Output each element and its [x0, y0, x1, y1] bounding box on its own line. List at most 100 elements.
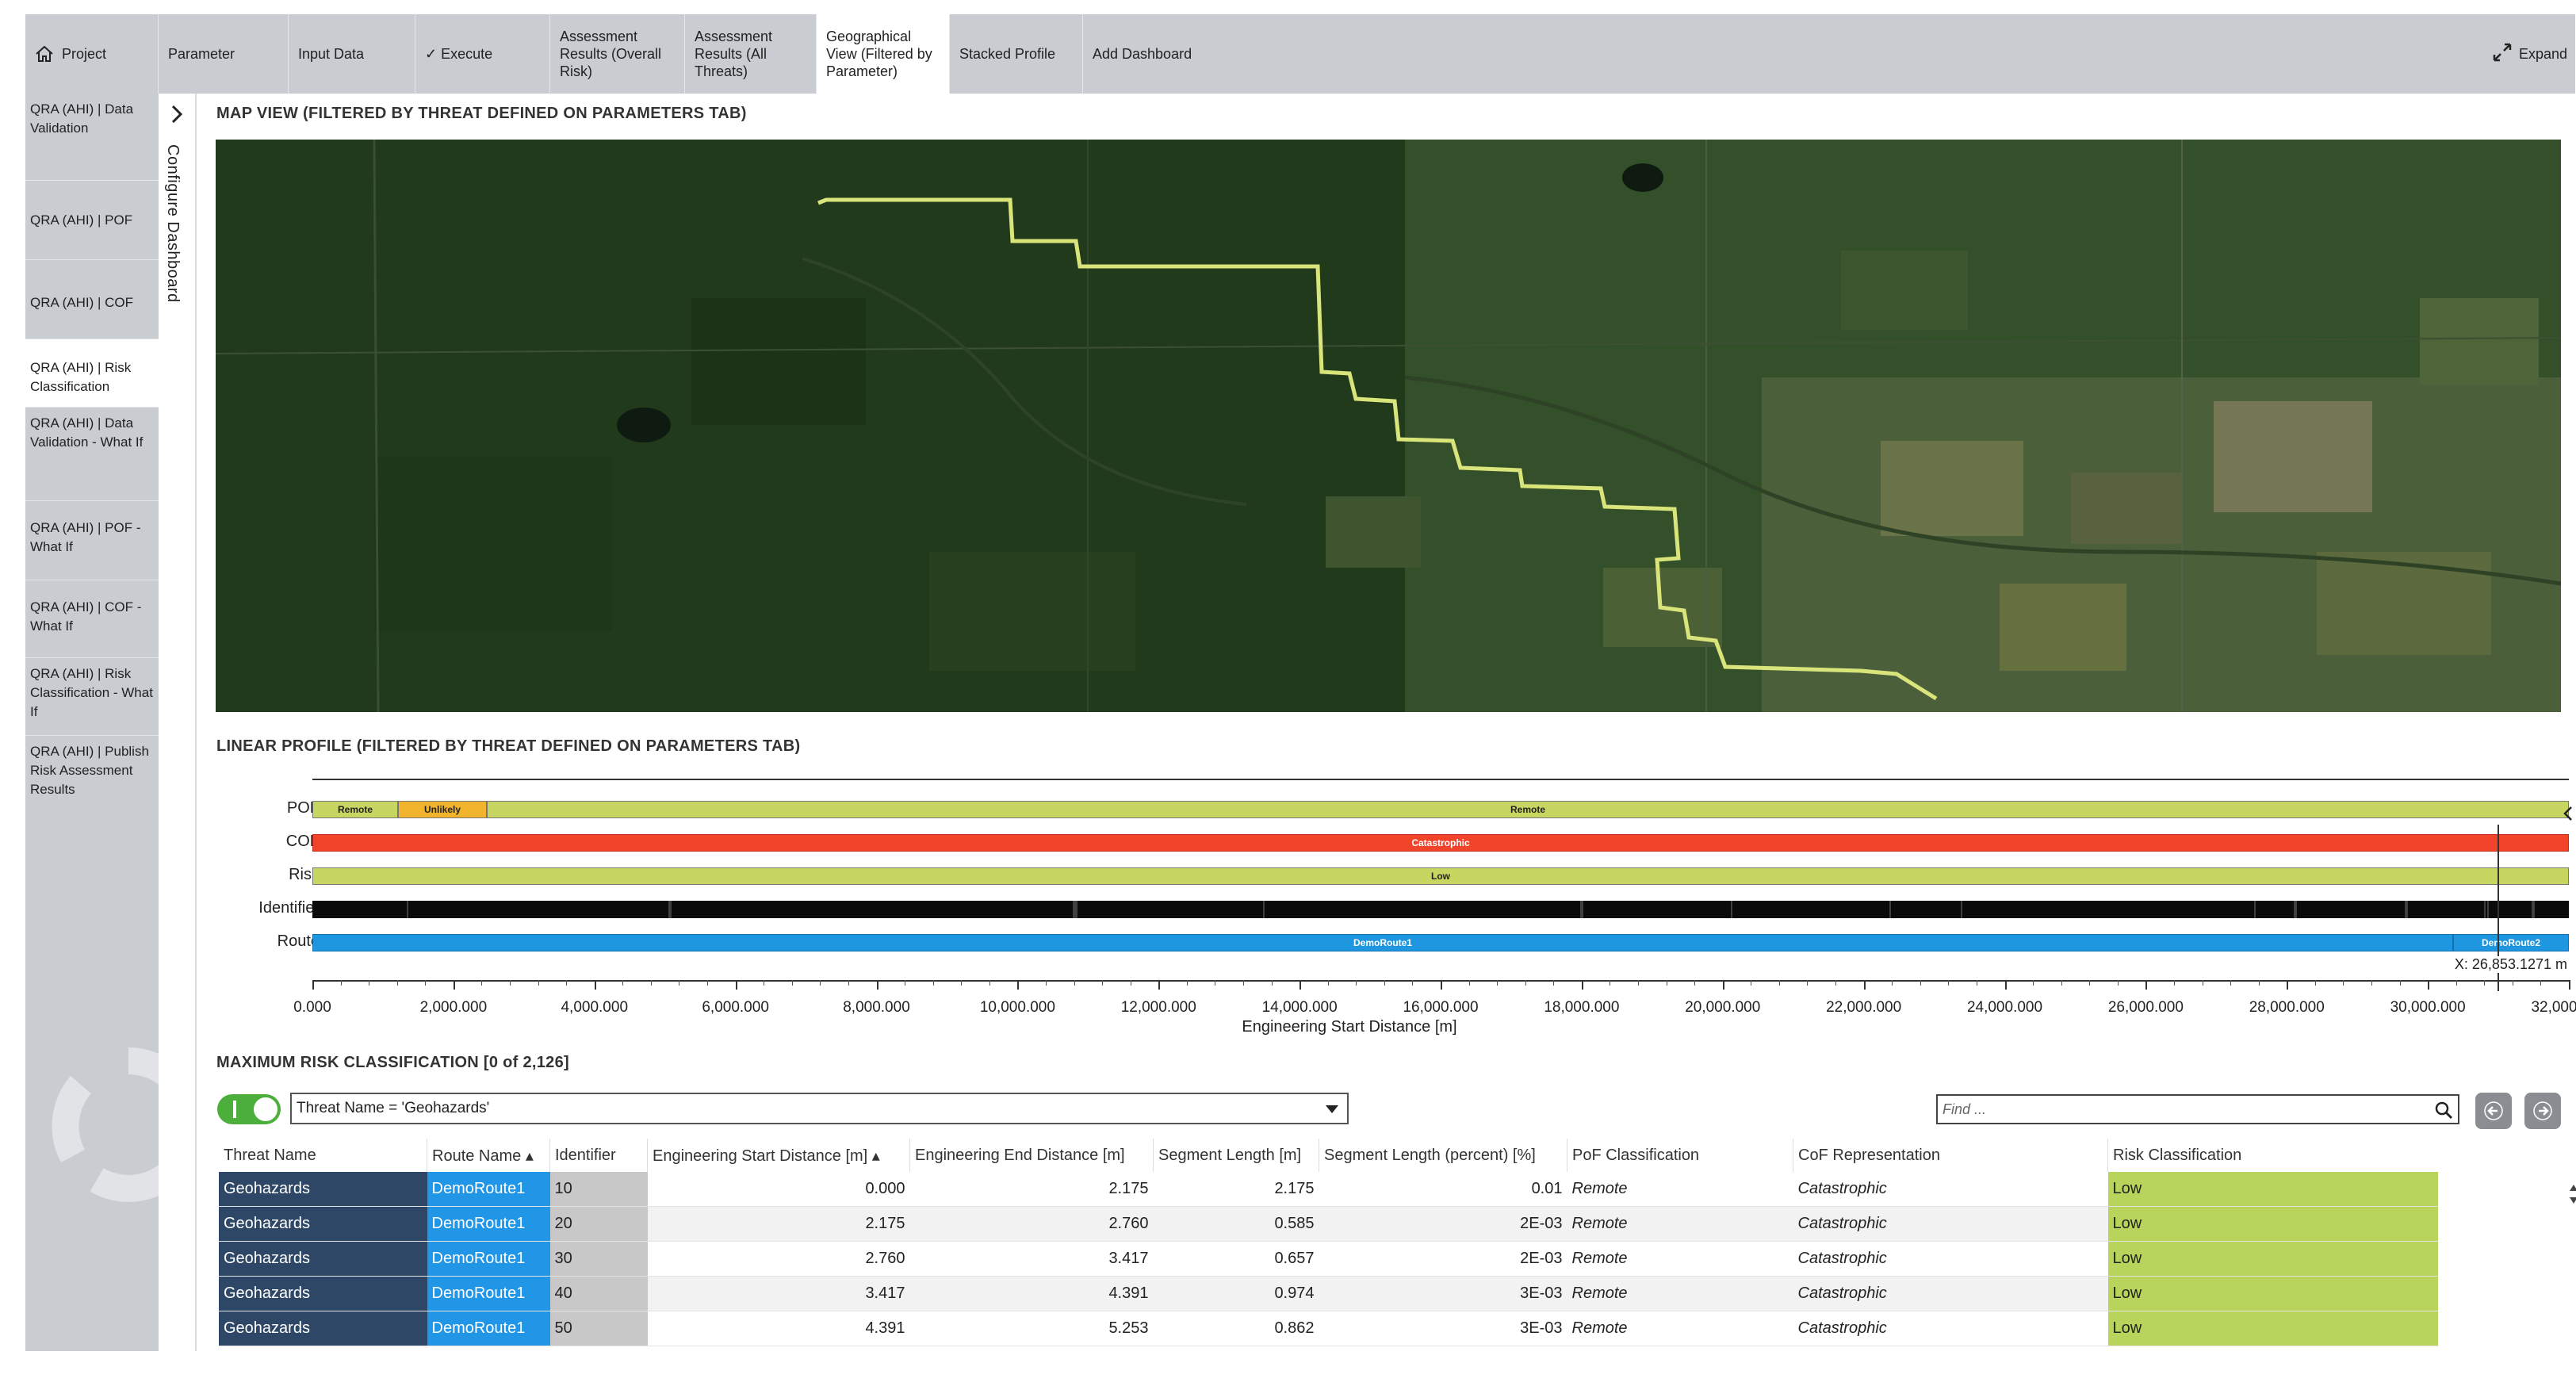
cell-pof-classification[interactable]: Remote [1567, 1172, 1793, 1207]
cell-risk-classification[interactable]: Low [2107, 1172, 2438, 1207]
sidebar-item-risk-classification[interactable]: QRA (AHI) | Risk Classification [25, 339, 159, 408]
cell-identifier[interactable]: 40 [549, 1276, 648, 1311]
column-header-segment-length-percent[interactable]: Segment Length (percent) [%] [1319, 1139, 1567, 1172]
route-segment[interactable]: DemoRoute1 [312, 934, 2453, 951]
filter-select[interactable]: Threat Name = 'Geohazards' [290, 1093, 1349, 1124]
cell-threat-name[interactable]: Geohazards [219, 1241, 427, 1277]
cell-segment-length-percent[interactable]: 2E-03 [1319, 1206, 1567, 1242]
column-header-cof-representation[interactable]: CoF Representation [1793, 1139, 2108, 1172]
cell-identifier[interactable]: 10 [549, 1172, 648, 1207]
cell-start-distance[interactable]: 2.760 [647, 1241, 910, 1277]
sidebar-item-pof-what-if[interactable]: QRA (AHI) | POF - What If [25, 501, 159, 580]
cell-route-name[interactable]: DemoRoute1 [427, 1172, 550, 1207]
cell-pof-classification[interactable]: Remote [1567, 1276, 1793, 1311]
column-header-risk-classification[interactable]: Risk Classification [2107, 1139, 2438, 1172]
cell-route-name[interactable]: DemoRoute1 [427, 1311, 550, 1346]
cell-cof-representation[interactable]: Catastrophic [1793, 1172, 2108, 1207]
cell-segment-length-percent[interactable]: 3E-03 [1319, 1276, 1567, 1311]
cell-segment-length[interactable]: 2.175 [1153, 1172, 1319, 1207]
cell-start-distance[interactable]: 4.391 [647, 1311, 910, 1346]
chevron-left-icon[interactable] [2563, 806, 2574, 825]
column-header-pof-classification[interactable]: PoF Classification [1567, 1139, 1793, 1172]
sidebar-item-risk-classification-what-if[interactable]: QRA (AHI) | Risk Classification - What I… [25, 658, 159, 736]
cell-cof-representation[interactable]: Catastrophic [1793, 1311, 2108, 1346]
tab-stacked-profile[interactable]: Stacked Profile [950, 14, 1083, 94]
cell-identifier[interactable]: 50 [549, 1311, 648, 1346]
cell-segment-length[interactable]: 0.862 [1153, 1311, 1319, 1346]
cell-risk-classification[interactable]: Low [2107, 1241, 2438, 1277]
cof-segment[interactable]: Catastrophic [312, 834, 2569, 852]
cell-risk-classification[interactable]: Low [2107, 1311, 2438, 1346]
find-input[interactable]: Find ... [1936, 1094, 2459, 1124]
sidebar-item-data-validation[interactable]: QRA (AHI) | Data Validation [25, 94, 159, 181]
risk-segment[interactable]: Low [312, 867, 2569, 885]
cell-segment-length-percent[interactable]: 3E-03 [1319, 1311, 1567, 1346]
cell-threat-name[interactable]: Geohazards [219, 1206, 427, 1242]
route-segment[interactable]: DemoRoute2 [2453, 934, 2569, 951]
cell-risk-classification[interactable]: Low [2107, 1206, 2438, 1242]
tab-assessment-overall-risk[interactable]: Assessment Results (Overall Risk) [550, 14, 685, 94]
cell-route-name[interactable]: DemoRoute1 [427, 1206, 550, 1242]
cell-start-distance[interactable]: 2.175 [647, 1206, 910, 1242]
cell-pof-classification[interactable]: Remote [1567, 1241, 1793, 1277]
cell-segment-length[interactable]: 0.974 [1153, 1276, 1319, 1311]
tab-project[interactable]: Project [25, 14, 159, 94]
pof-segment[interactable]: Unlikely [398, 801, 487, 818]
sidebar-item-pof[interactable]: QRA (AHI) | POF [25, 181, 159, 260]
cell-end-distance[interactable]: 2.760 [909, 1206, 1154, 1242]
linear-profile-chart[interactable]: POF Remote Unlikely Remote COF Catastrop… [216, 772, 2576, 1042]
cell-cof-representation[interactable]: Catastrophic [1793, 1276, 2108, 1311]
cell-pof-classification[interactable]: Remote [1567, 1311, 1793, 1346]
column-header-identifier[interactable]: Identifier [549, 1139, 648, 1172]
cell-pof-classification[interactable]: Remote [1567, 1206, 1793, 1242]
map-view[interactable] [216, 140, 2561, 712]
identifier-track[interactable] [312, 901, 2569, 918]
next-match-button[interactable] [2524, 1093, 2561, 1129]
sidebar-item-data-validation-what-if[interactable]: QRA (AHI) | Data Validation - What If [25, 408, 159, 501]
table-row[interactable]: Geohazards DemoRoute1 50 4.391 5.253 0.8… [219, 1311, 2438, 1346]
cell-segment-length[interactable]: 0.657 [1153, 1241, 1319, 1277]
previous-match-button[interactable] [2475, 1093, 2512, 1129]
cell-end-distance[interactable]: 2.175 [909, 1172, 1154, 1207]
cell-end-distance[interactable]: 5.253 [909, 1311, 1154, 1346]
scroll-arrows-icon[interactable] [2569, 1183, 2576, 1209]
cell-end-distance[interactable]: 3.417 [909, 1241, 1154, 1277]
cell-route-name[interactable]: DemoRoute1 [427, 1241, 550, 1277]
cell-start-distance[interactable]: 3.417 [647, 1276, 910, 1311]
pof-segment[interactable]: Remote [312, 801, 398, 818]
column-header-threat-name[interactable]: Threat Name [219, 1139, 427, 1172]
column-header-start-distance[interactable]: Engineering Start Distance [m] ▴ [647, 1139, 910, 1172]
cell-segment-length[interactable]: 0.585 [1153, 1206, 1319, 1242]
cell-start-distance[interactable]: 0.000 [647, 1172, 910, 1207]
configure-dashboard-panel[interactable]: Configure Dashboard [159, 94, 195, 1351]
filter-toggle[interactable] [217, 1094, 281, 1124]
table-row[interactable]: Geohazards DemoRoute1 30 2.760 3.417 0.6… [219, 1241, 2438, 1277]
sidebar-item-cof[interactable]: QRA (AHI) | COF [25, 260, 159, 339]
table-row[interactable]: Geohazards DemoRoute1 10 0.000 2.175 2.1… [219, 1172, 2438, 1207]
table-row[interactable]: Geohazards DemoRoute1 40 3.417 4.391 0.9… [219, 1276, 2438, 1311]
cell-risk-classification[interactable]: Low [2107, 1276, 2438, 1311]
sidebar-item-cof-what-if[interactable]: QRA (AHI) | COF - What If [25, 580, 159, 658]
tab-add-dashboard[interactable]: Add Dashboard [1083, 14, 1242, 94]
cell-identifier[interactable]: 20 [549, 1206, 648, 1242]
cell-segment-length-percent[interactable]: 2E-03 [1319, 1241, 1567, 1277]
sidebar-item-publish-results[interactable]: QRA (AHI) | Publish Risk Assessment Resu… [25, 736, 159, 823]
cell-cof-representation[interactable]: Catastrophic [1793, 1206, 2108, 1242]
tab-assessment-all-threats[interactable]: Assessment Results (All Threats) [685, 14, 817, 94]
tab-execute[interactable]: ✓ Execute [415, 14, 550, 94]
cell-threat-name[interactable]: Geohazards [219, 1311, 427, 1346]
cell-cof-representation[interactable]: Catastrophic [1793, 1241, 2108, 1277]
cell-end-distance[interactable]: 4.391 [909, 1276, 1154, 1311]
tab-input-data[interactable]: Input Data [289, 14, 415, 94]
tab-parameter[interactable]: Parameter [159, 14, 289, 94]
chevron-right-icon[interactable] [170, 105, 184, 128]
cell-segment-length-percent[interactable]: 0.01 [1319, 1172, 1567, 1207]
cell-identifier[interactable]: 30 [549, 1241, 648, 1277]
cell-route-name[interactable]: DemoRoute1 [427, 1276, 550, 1311]
column-header-route-name[interactable]: Route Name ▴ [427, 1139, 550, 1172]
column-header-segment-length[interactable]: Segment Length [m] [1153, 1139, 1319, 1172]
column-header-end-distance[interactable]: Engineering End Distance [m] [909, 1139, 1154, 1172]
pof-segment[interactable]: Remote [487, 801, 2569, 818]
cell-threat-name[interactable]: Geohazards [219, 1172, 427, 1207]
tab-geographical-view[interactable]: Geographical View (Filtered by Parameter… [817, 14, 950, 94]
